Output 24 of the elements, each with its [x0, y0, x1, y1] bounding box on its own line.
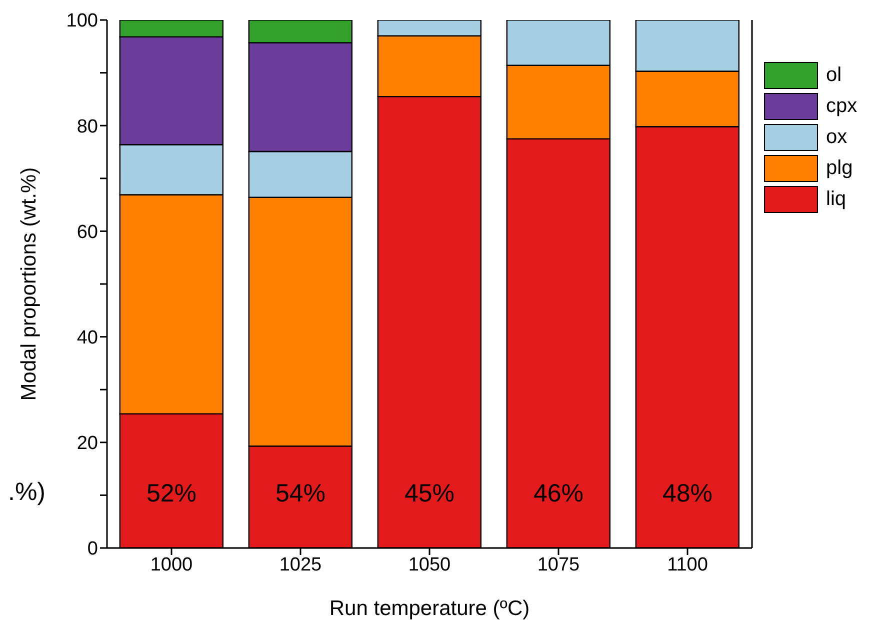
annotation: 48%	[662, 479, 713, 508]
y-tick-label: 80	[76, 116, 98, 138]
y-tick-label: 100	[66, 10, 98, 32]
x-tick-label: 1050	[408, 554, 451, 576]
annotation: 54%	[275, 479, 326, 508]
legend-label: ol	[826, 64, 842, 87]
legend-label: ox	[826, 126, 848, 149]
y-tick-label: 0	[87, 538, 98, 560]
x-tick-label: 1000	[150, 554, 193, 576]
annotation: 45%	[404, 479, 455, 508]
legend-label: plg	[826, 157, 853, 180]
legend-label: cpx	[826, 95, 858, 118]
y-tick-label: 40	[76, 328, 98, 349]
y-tick-label: 60	[76, 222, 98, 243]
y-tick-label: 20	[76, 433, 98, 454]
y-axis-title: Modal proportions (wt.%)	[17, 167, 40, 401]
annotation: 46%	[533, 479, 584, 508]
x-tick-label: 1025	[279, 554, 322, 576]
x-tick-label: 1100	[667, 554, 708, 576]
x-tick-label: 1075	[537, 554, 580, 576]
x-axis-title: Run temperature (ºC)	[329, 597, 530, 620]
annotation: 52%	[146, 479, 197, 508]
text: .%)	[8, 478, 46, 507]
legend-label: liq	[826, 188, 846, 211]
